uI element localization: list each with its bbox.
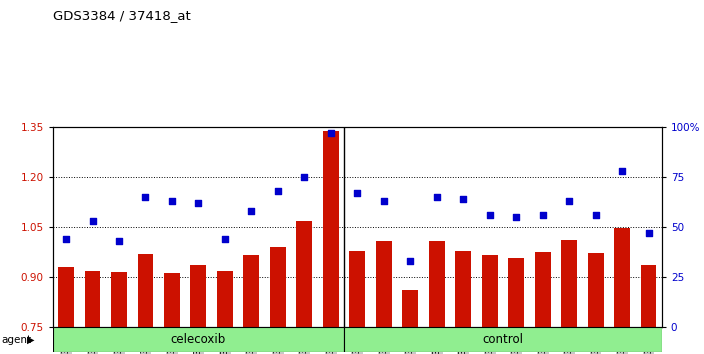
Point xyxy=(643,230,654,236)
Bar xyxy=(164,273,180,327)
Bar xyxy=(270,247,286,327)
Bar xyxy=(58,268,74,327)
Point xyxy=(405,259,416,264)
Bar xyxy=(349,251,365,327)
Point xyxy=(590,213,601,218)
Point xyxy=(140,195,151,200)
Bar xyxy=(84,271,101,327)
Text: celecoxib: celecoxib xyxy=(171,333,226,346)
Point xyxy=(325,131,337,136)
Bar xyxy=(344,327,662,352)
Bar xyxy=(534,252,551,327)
Point xyxy=(378,199,389,204)
Bar xyxy=(561,240,577,327)
Point xyxy=(484,213,496,218)
Bar xyxy=(508,258,524,327)
Bar xyxy=(429,241,445,327)
Bar xyxy=(111,273,127,327)
Point xyxy=(351,190,363,196)
Point xyxy=(537,213,548,218)
Point xyxy=(61,236,72,242)
Bar xyxy=(641,265,656,327)
Point xyxy=(113,239,125,244)
Point xyxy=(246,209,257,214)
Point xyxy=(193,201,204,206)
Bar xyxy=(402,290,418,327)
Point xyxy=(431,195,442,200)
Bar xyxy=(455,251,471,327)
Bar xyxy=(482,255,498,327)
Point xyxy=(87,219,98,224)
Bar xyxy=(53,327,344,352)
Point xyxy=(617,169,628,174)
Bar xyxy=(191,265,206,327)
Text: agent: agent xyxy=(1,335,32,345)
Point xyxy=(298,175,310,180)
Bar xyxy=(614,228,630,327)
Point xyxy=(510,215,522,220)
Point xyxy=(458,196,469,202)
Bar xyxy=(244,255,259,327)
Bar xyxy=(376,241,391,327)
Point xyxy=(166,199,177,204)
Point xyxy=(272,189,284,194)
Text: ▶: ▶ xyxy=(27,335,34,345)
Point xyxy=(219,236,230,242)
Bar xyxy=(217,271,233,327)
Text: GDS3384 / 37418_at: GDS3384 / 37418_at xyxy=(53,9,191,22)
Bar xyxy=(137,254,153,327)
Bar xyxy=(296,222,313,327)
Point xyxy=(563,199,574,204)
Bar xyxy=(588,253,603,327)
Text: control: control xyxy=(482,333,523,346)
Bar xyxy=(323,131,339,327)
